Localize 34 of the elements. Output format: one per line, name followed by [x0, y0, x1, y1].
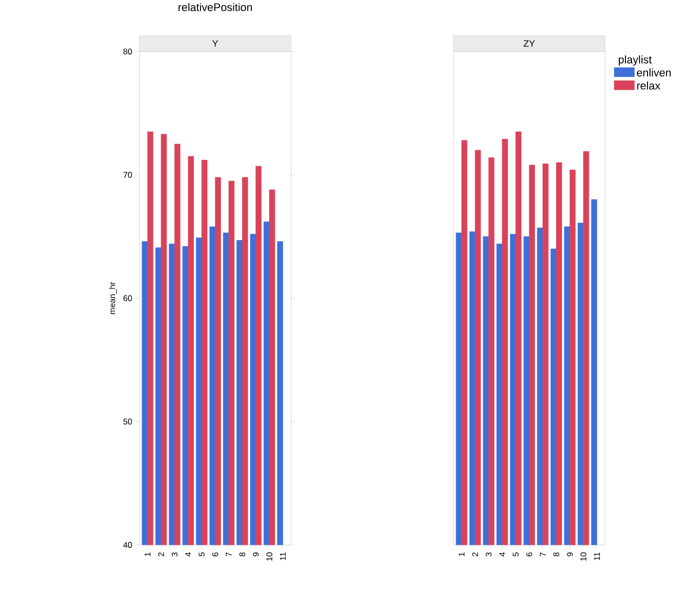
- chart-subtitle: Y: [212, 40, 218, 47]
- x-tick-label: 2: [472, 552, 478, 556]
- x-tick-label: 11: [594, 552, 600, 560]
- y-tick-label: 70: [123, 172, 132, 178]
- x-tick-label: 8: [553, 552, 560, 556]
- chart-subtitle: ZY: [524, 40, 535, 47]
- y-tick-label: 40: [123, 542, 132, 548]
- x-tick-label: 11: [280, 552, 286, 560]
- x-tick-label: 6: [212, 552, 218, 556]
- y-axis-title: mean_hr: [109, 282, 117, 314]
- x-tick-label: 9: [566, 552, 573, 556]
- legend-title: playlist: [618, 55, 652, 66]
- x-tick-label: 7: [540, 552, 546, 556]
- x-tick-label: 6: [526, 552, 532, 556]
- x-tick-label: 9: [252, 552, 259, 556]
- x-tick-label: 3: [486, 552, 492, 556]
- legend-label: enliven: [636, 68, 671, 77]
- x-tick-label: 2: [158, 552, 164, 556]
- chart-title: relativePosition: [178, 3, 252, 12]
- y-tick-label: 80: [123, 48, 132, 55]
- x-tick-label: 3: [172, 552, 178, 556]
- x-tick-label: 5: [512, 552, 519, 556]
- x-tick-label: 7: [226, 552, 232, 556]
- x-tick-label: 1: [458, 552, 464, 556]
- y-tick-label: 50: [123, 418, 132, 425]
- x-tick-label: 10: [266, 552, 272, 561]
- y-tick-label: 60: [123, 295, 132, 302]
- x-tick-label: 8: [239, 552, 246, 556]
- x-tick-label: 5: [198, 552, 205, 556]
- x-tick-label: 4: [185, 552, 191, 557]
- legend-label: relax: [637, 82, 660, 90]
- x-tick-label: 1: [144, 552, 150, 556]
- x-tick-label: 4: [499, 552, 506, 557]
- x-tick-label: 10: [580, 552, 586, 561]
